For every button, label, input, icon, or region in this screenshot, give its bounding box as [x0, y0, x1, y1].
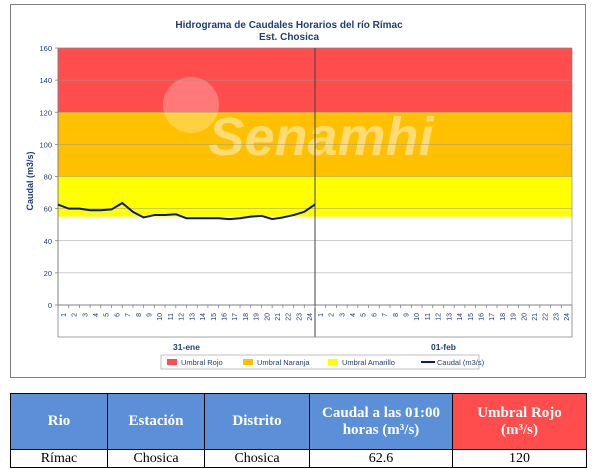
x-tick-label-27: 4 [350, 313, 357, 317]
header-distrito: Distrito [204, 393, 310, 450]
x-tick-label-41: 18 [500, 313, 507, 321]
x-tick-label-20: 21 [275, 313, 282, 321]
chart-frame: Hidrograma de Caudales Horarios del río … [10, 4, 586, 378]
x-tick-label-46: 23 [553, 313, 560, 321]
x-tick-label-21: 22 [286, 313, 293, 321]
y-tick-label-0: 0 [48, 301, 52, 310]
table-header-row: Rio Estación Distrito Caudal a las 01:00… [10, 393, 587, 450]
x-tick-label-6: 7 [125, 313, 132, 317]
x-tick-label-29: 6 [371, 313, 378, 317]
cell-rio: Rímac [10, 449, 108, 468]
x-tick-label-12: 13 [189, 313, 196, 321]
x-tick-label-34: 11 [425, 313, 432, 320]
cell-caudal: 62.6 [309, 449, 453, 468]
day-label-1: 01-feb [431, 342, 456, 352]
header-caudal: Caudal a las 01:00 horas (m³/s) [309, 393, 453, 450]
x-tick-label-5: 6 [114, 313, 121, 317]
x-tick-label-19: 20 [264, 313, 271, 321]
watermark-text: Senamhi [208, 107, 434, 167]
y-tick-label-3: 60 [44, 205, 52, 214]
x-tick-label-44: 21 [532, 313, 539, 321]
x-tick-label-38: 15 [468, 313, 475, 321]
x-tick-label-47: 24 [564, 313, 571, 321]
x-tick-label-16: 17 [232, 313, 239, 321]
x-tick-label-37: 14 [457, 313, 464, 321]
x-tick-label-8: 9 [147, 313, 154, 317]
legend-label-1: Umbral Naranja [257, 358, 310, 367]
x-tick-label-31: 8 [393, 313, 400, 317]
x-tick-label-39: 16 [478, 313, 485, 321]
y-tick-label-6: 120 [39, 108, 52, 117]
x-tick-label-2: 3 [82, 313, 89, 317]
x-tick-label-10: 11 [168, 313, 175, 320]
x-tick-label-4: 5 [104, 313, 111, 317]
x-tick-label-14: 15 [211, 313, 218, 321]
header-estacion: Estación [107, 393, 205, 450]
x-tick-label-36: 13 [446, 313, 453, 321]
y-tick-label-7: 140 [39, 76, 52, 85]
y-tick-label-4: 80 [44, 173, 52, 182]
x-tick-label-30: 7 [382, 313, 389, 317]
x-tick-label-28: 5 [361, 313, 368, 317]
x-tick-label-35: 12 [436, 313, 443, 321]
x-tick-label-40: 17 [489, 313, 496, 321]
x-tick-label-45: 22 [543, 313, 550, 321]
header-umbral-rojo: Umbral Rojo (m³/s) [452, 393, 587, 450]
hydrograph-chart: Hidrograma de Caudales Horarios del río … [25, 20, 573, 370]
x-tick-label-3: 4 [93, 313, 100, 317]
cell-distrito: Chosica [204, 449, 310, 468]
x-tick-label-24: 1 [318, 313, 325, 317]
legend-label-2: Umbral Amarillo [342, 358, 395, 367]
chart-subtitle: Est. Chosica [259, 32, 319, 43]
table-row: Rímac Chosica Chosica 62.6 120 [10, 449, 587, 468]
x-tick-label-32: 9 [404, 313, 411, 317]
day-label-0: 31-ene [173, 342, 200, 352]
x-tick-label-17: 18 [243, 313, 250, 321]
x-tick-label-11: 12 [179, 313, 186, 321]
x-tick-label-7: 8 [136, 313, 143, 317]
x-tick-label-15: 16 [221, 313, 228, 321]
x-tick-label-42: 19 [511, 313, 518, 321]
legend-swatch-0 [167, 359, 177, 365]
x-tick-label-18: 19 [254, 313, 261, 321]
x-tick-label-22: 23 [296, 313, 303, 321]
legend-swatch-2 [328, 359, 338, 365]
series-line-0 [57, 202, 316, 221]
station-info-table: Rio Estación Distrito Caudal a las 01:00… [10, 393, 587, 468]
y-tick-label-5: 100 [39, 140, 52, 149]
x-tick-label-13: 14 [200, 313, 207, 321]
x-tick-label-1: 2 [72, 313, 79, 317]
x-tick-label-9: 10 [157, 313, 164, 321]
y-axis-label: Caudal (m3/s) [25, 151, 35, 210]
legend-label-0: Umbral Rojo [181, 358, 223, 367]
legend-label-3: Caudal (m3/s) [437, 358, 485, 367]
x-tick-label-33: 10 [414, 313, 421, 321]
x-tick-label-43: 20 [521, 313, 528, 321]
x-tick-label-25: 2 [329, 313, 336, 317]
x-tick-label-23: 24 [307, 313, 314, 321]
legend-swatch-1 [243, 359, 253, 365]
y-tick-label-8: 160 [39, 44, 52, 53]
watermark-sun-icon [163, 77, 219, 133]
x-tick-label-0: 1 [61, 313, 68, 317]
header-rio: Rio [10, 393, 108, 450]
cell-estacion: Chosica [107, 449, 205, 468]
x-tick-label-26: 3 [339, 313, 346, 317]
legend-box [160, 354, 480, 370]
chart-title: Hidrograma de Caudales Horarios del río … [175, 20, 403, 31]
y-tick-label-1: 20 [44, 269, 52, 278]
cell-umbral-rojo: 120 [452, 449, 587, 468]
y-tick-label-2: 40 [44, 237, 52, 246]
